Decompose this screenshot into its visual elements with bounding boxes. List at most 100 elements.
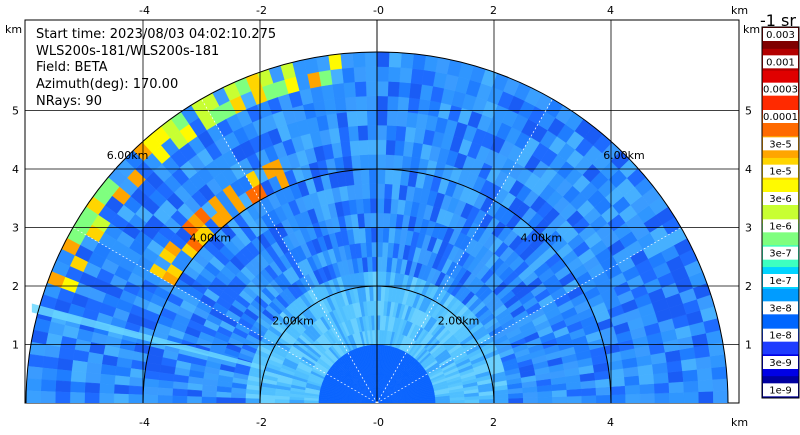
colorbar-label: 3e-7 bbox=[769, 249, 792, 260]
colorbar-label-bg bbox=[763, 110, 798, 123]
radar-cell bbox=[358, 139, 369, 156]
radar-cell bbox=[364, 51, 378, 68]
radar-cell bbox=[654, 392, 670, 403]
radar-cell bbox=[71, 360, 88, 373]
radar-cell bbox=[346, 110, 358, 127]
colorbar-label: 1e-7 bbox=[769, 276, 792, 287]
radar-cell bbox=[72, 349, 90, 363]
y-tick-label-right: 2 bbox=[745, 280, 752, 293]
radar-cell bbox=[376, 110, 388, 126]
radar-cell bbox=[157, 395, 173, 403]
radar-cell bbox=[653, 372, 670, 384]
radar-cell bbox=[376, 256, 383, 272]
radar-cell bbox=[85, 362, 103, 375]
azimuth-line bbox=[72, 227, 378, 403]
radar-cell bbox=[327, 53, 343, 71]
radar-cell bbox=[683, 391, 700, 403]
y-tick-label-left: 4 bbox=[12, 163, 19, 176]
radar-cell bbox=[376, 300, 381, 316]
range-ring bbox=[259, 285, 495, 403]
info-start-time: Start time: 2023/08/03 04:02:10.275 bbox=[36, 27, 276, 42]
colorbar-label: 1e-5 bbox=[769, 167, 792, 178]
radar-cell bbox=[347, 401, 363, 403]
radar-cell bbox=[624, 384, 641, 395]
y-tick-label-left: 3 bbox=[12, 222, 19, 235]
range-ring-label: 2.00km bbox=[438, 314, 480, 327]
radar-cell bbox=[696, 367, 713, 381]
range-ring-label: 6.00km bbox=[603, 149, 645, 162]
radar-cell bbox=[128, 376, 145, 387]
radar-cell bbox=[624, 375, 640, 386]
radar-cell bbox=[419, 84, 434, 101]
radar-cell bbox=[98, 393, 115, 403]
radar-cell bbox=[376, 66, 389, 82]
radar-cell bbox=[398, 81, 411, 98]
radar-cell bbox=[215, 397, 232, 403]
x-tick-label-top: 4 bbox=[607, 4, 614, 17]
radar-cell bbox=[391, 183, 401, 200]
colorbar-swatch bbox=[762, 92, 799, 115]
range-ring-label: 2.00km bbox=[272, 314, 314, 327]
radar-cell bbox=[357, 125, 369, 141]
radar-cell bbox=[411, 53, 427, 71]
azimuth-line bbox=[376, 227, 682, 403]
x-tick-label-bottom: -0 bbox=[373, 416, 384, 429]
radar-cell bbox=[639, 393, 656, 403]
radar-cell bbox=[381, 241, 389, 258]
radar-cell bbox=[367, 139, 378, 155]
radar-cell bbox=[354, 81, 367, 97]
radar-cell bbox=[25, 378, 42, 392]
radar-cell bbox=[186, 396, 202, 403]
radar-cell bbox=[376, 271, 382, 287]
x-tick-label-bottom: 4 bbox=[607, 416, 614, 429]
colorbar-swatch bbox=[762, 310, 799, 334]
radar-cell bbox=[69, 392, 85, 403]
radar-cell bbox=[362, 198, 371, 214]
radar-cell bbox=[100, 364, 117, 376]
range-ring bbox=[142, 168, 612, 403]
radar-cell bbox=[369, 198, 378, 214]
range-ring-label: 4.00km bbox=[520, 232, 562, 245]
x-tick-label-bottom: -4 bbox=[139, 416, 150, 429]
radar-cell bbox=[423, 55, 439, 72]
radar-cell bbox=[376, 154, 386, 170]
radar-cell bbox=[376, 198, 385, 214]
radar-cell bbox=[388, 213, 398, 229]
radar-cell bbox=[355, 95, 368, 112]
radar-cell bbox=[371, 256, 378, 272]
colorbar-label: 3e-8 bbox=[769, 303, 792, 314]
radar-cell bbox=[366, 95, 378, 111]
radar-cell bbox=[128, 385, 144, 396]
radar-cell bbox=[230, 392, 246, 399]
radar-cell bbox=[376, 95, 388, 111]
y-tick-label-left: 1 bbox=[12, 339, 19, 352]
radar-cell bbox=[361, 183, 371, 199]
radar-cell bbox=[371, 241, 378, 257]
radar-cell bbox=[396, 110, 408, 127]
info-instrument: WLS200s-181/WLS200s-181 bbox=[36, 44, 219, 59]
radar-cell bbox=[365, 81, 378, 97]
radar-cell bbox=[638, 373, 655, 385]
radar-cell bbox=[387, 66, 401, 83]
radar-cell bbox=[382, 212, 391, 229]
radar-streak bbox=[31, 303, 260, 370]
radar-cell bbox=[384, 154, 395, 170]
azimuth-line bbox=[201, 98, 378, 403]
x-tick-label-top: -0 bbox=[373, 4, 384, 17]
colorbar-label-bg bbox=[763, 219, 798, 233]
radar-cell bbox=[365, 66, 378, 82]
radar-cell bbox=[368, 168, 378, 185]
y-tick-label-right: 3 bbox=[745, 222, 752, 235]
radar-cell bbox=[712, 378, 729, 392]
radar-cell bbox=[347, 125, 359, 142]
radar-cell bbox=[318, 400, 334, 403]
radar-cell bbox=[407, 97, 420, 114]
info-block: Start time: 2023/08/03 04:02:10.275 WLS2… bbox=[36, 27, 276, 109]
radar-cell bbox=[387, 81, 400, 97]
radar-cell bbox=[387, 227, 396, 244]
colorbar-label: 0.001 bbox=[766, 57, 795, 68]
radar-cell bbox=[157, 379, 174, 389]
radar-cell bbox=[55, 369, 72, 382]
colorbar-label-bg bbox=[763, 383, 798, 397]
y-tick-label-right: 5 bbox=[745, 105, 752, 118]
